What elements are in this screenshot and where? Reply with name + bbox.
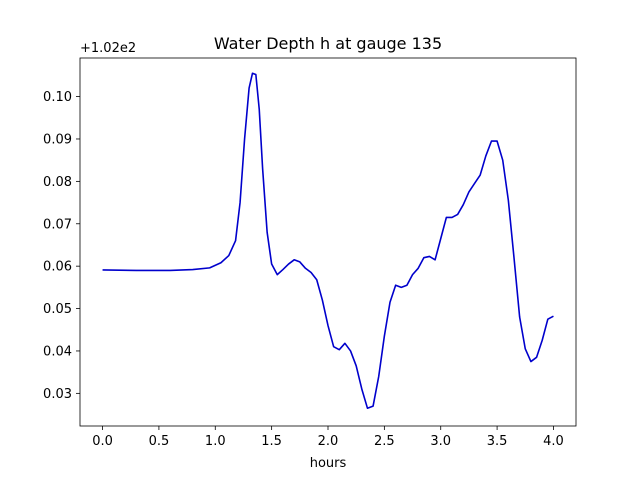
y-tick-label: 0.08 <box>43 175 72 190</box>
x-axis-label: hours <box>310 456 347 471</box>
y-tick-label: 0.10 <box>43 90 72 105</box>
x-tick-label: 2.5 <box>374 434 395 449</box>
y-tick-label: 0.05 <box>43 302 72 317</box>
y-tick-label: 0.03 <box>43 387 72 402</box>
x-tick-label: 1.0 <box>205 434 226 449</box>
chart-title: Water Depth h at gauge 135 <box>214 34 442 53</box>
x-tick-label: 0.0 <box>92 434 113 449</box>
x-tick-label: 0.5 <box>149 434 170 449</box>
y-tick-label: 0.07 <box>43 217 72 232</box>
series-line-0 <box>102 72 554 409</box>
y-tick-label: 0.04 <box>43 344 72 359</box>
x-tick-label: 3.5 <box>487 434 508 449</box>
x-tick-label: 4.0 <box>543 434 564 449</box>
y-offset-label: +1.02e2 <box>80 41 136 56</box>
plot-area: 0.0 0.5 1.0 1.5 2.0 2.5 3.0 3.5 4.0 0.03 0.04 0.05 0… <box>43 57 577 449</box>
x-tick-label: 2.0 <box>318 434 339 449</box>
x-tick-label: 3.0 <box>430 434 451 449</box>
y-tick-label: 0.06 <box>43 260 72 275</box>
y-tick-label: 0.09 <box>43 132 72 147</box>
x-tick-label: 1.5 <box>261 434 282 449</box>
